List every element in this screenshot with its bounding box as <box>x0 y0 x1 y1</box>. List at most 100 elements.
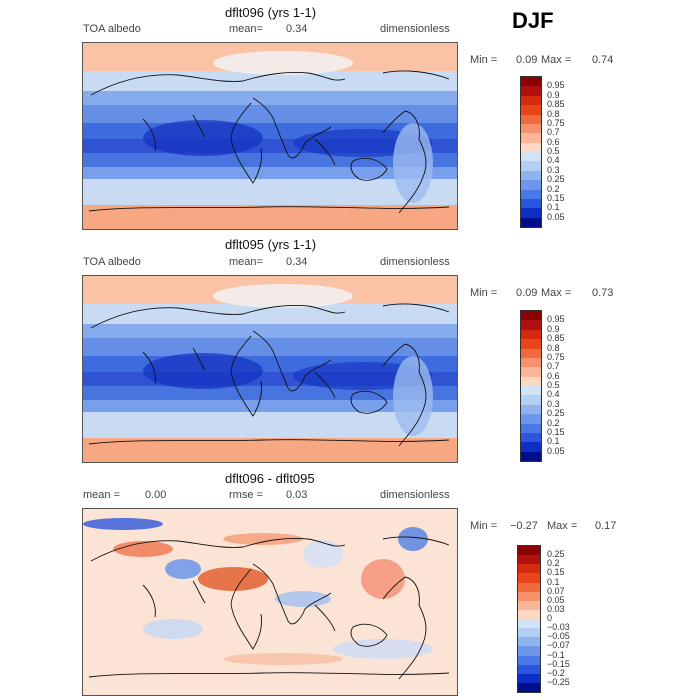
panel-2-max-label: Max = <box>541 287 572 299</box>
colorbar-tick-label: 0.1 <box>547 202 560 213</box>
colorbar-swatch <box>518 555 540 565</box>
panel-1-map <box>82 42 458 230</box>
panel-1-title: dflt096 (yrs 1-1) <box>225 5 317 20</box>
colorbar-tick-label: 0.15 <box>547 567 565 578</box>
colorbar-swatch <box>521 170 541 181</box>
panel-1-colorbar <box>520 76 542 228</box>
colorbar-swatch <box>518 573 540 583</box>
colorbar-tick-label: 0.85 <box>547 333 565 344</box>
colorbar-tick-label: −0.1 <box>547 649 565 660</box>
colorbar-tick-label: 0.2 <box>547 417 560 428</box>
colorbar-swatch <box>518 646 540 656</box>
panel-2-albedo-field <box>83 276 457 462</box>
colorbar-swatch <box>518 600 540 610</box>
colorbar-tick-label: 0.05 <box>547 211 565 222</box>
colorbar-swatch <box>521 367 541 377</box>
colorbar-swatch <box>521 423 541 433</box>
colorbar-swatch <box>521 357 541 368</box>
colorbar-tick-label: 0.25 <box>547 549 565 560</box>
panel-1-albedo-field <box>83 43 457 229</box>
colorbar-tick-label: 0.85 <box>547 99 565 110</box>
colorbar-swatch <box>518 664 540 674</box>
panel-2-min-value: 0.09 <box>516 287 538 299</box>
colorbar-tick-label: 0.1 <box>547 436 560 447</box>
panel-3-mean-value: 0.00 <box>145 489 167 501</box>
colorbar-swatch <box>521 86 541 96</box>
season-label: DJF <box>512 8 554 33</box>
colorbar-tick-label: 0.07 <box>547 585 565 596</box>
panel-2-units-label: dimensionless <box>380 256 450 268</box>
colorbar-swatch <box>518 628 540 638</box>
panel-3-max-label: Max = <box>547 520 578 532</box>
colorbar-tick-label: 0.15 <box>547 192 565 203</box>
colorbar-swatch <box>518 609 540 619</box>
colorbar-swatch <box>521 77 541 87</box>
colorbar-tick-label: −0.05 <box>547 631 570 642</box>
colorbar-tick-label: 0.75 <box>547 351 565 362</box>
panel-2-title: dflt095 (yrs 1-1) <box>225 237 317 252</box>
colorbar-tick-label: 0.3 <box>547 398 560 409</box>
colorbar-tick-label: 0.8 <box>547 342 560 353</box>
panel-3-rmse-label: rmse = <box>229 489 263 501</box>
colorbar-tick-label: 0.2 <box>547 558 560 569</box>
colorbar-tick-label: 0.4 <box>547 389 560 400</box>
panel-3-mean-label: mean = <box>83 489 120 501</box>
colorbar-swatch <box>521 133 541 143</box>
panel-1-max-label: Max = <box>541 54 572 66</box>
colorbar-swatch <box>521 114 541 124</box>
colorbar-tick-label: 0.8 <box>547 108 560 119</box>
panel-2-min-label: Min = <box>470 287 498 299</box>
colorbar-swatch <box>521 95 541 106</box>
colorbar-swatch <box>521 376 541 386</box>
colorbar-tick-label: 0.2 <box>547 183 560 194</box>
colorbar-swatch <box>518 582 540 592</box>
colorbar-swatch <box>521 198 541 209</box>
colorbar-tick-label: −0.15 <box>547 658 570 669</box>
colorbar-swatch <box>521 404 541 415</box>
panel-3-difference-field <box>83 509 457 695</box>
panel-2-colorbar <box>520 310 542 462</box>
panel-1-min-value: 0.09 <box>516 54 538 66</box>
panel-3-units-label: dimensionless <box>380 489 450 501</box>
colorbar-tick-label: 0.5 <box>547 380 560 390</box>
panel-3-min-label: Min = <box>470 520 498 532</box>
colorbar-swatch <box>521 386 541 396</box>
colorbar-swatch <box>521 189 541 199</box>
colorbar-swatch <box>518 673 540 683</box>
colorbar-tick-label: 0.4 <box>547 155 560 166</box>
colorbar-swatch <box>518 655 540 665</box>
colorbar-swatch <box>521 161 541 171</box>
colorbar-tick-label: 0.25 <box>547 174 565 185</box>
panel-2-mean-label: mean= <box>229 256 263 268</box>
colorbar-swatch <box>518 591 540 601</box>
colorbar-swatch <box>518 619 540 629</box>
colorbar-tick-label: 0.6 <box>547 370 560 381</box>
panel-3-max-value: 0.17 <box>595 520 617 532</box>
colorbar-tick-label: 0.7 <box>547 361 560 372</box>
colorbar-tick-label: 0.25 <box>547 408 565 419</box>
colorbar-swatch <box>518 637 540 647</box>
colorbar-tick-label: −0.25 <box>547 676 570 687</box>
colorbar-swatch <box>521 339 541 349</box>
colorbar-tick-label: 0.15 <box>547 426 565 437</box>
panel-3-title: dflt096 - dflt095 <box>225 471 315 486</box>
colorbar-swatch <box>518 564 540 574</box>
colorbar-swatch <box>521 348 541 358</box>
panel-1-mean-label: mean= <box>229 23 263 35</box>
colorbar-tick-label: 0.5 <box>547 146 560 156</box>
colorbar-tick-label: 0.3 <box>547 164 560 175</box>
panel-2-map <box>82 275 458 463</box>
colorbar-swatch <box>521 180 541 190</box>
colorbar-swatch <box>521 320 541 330</box>
colorbar-swatch <box>521 217 541 227</box>
colorbar-tick-label: 0.75 <box>547 117 565 128</box>
panel-1-units-label: dimensionless <box>380 23 450 35</box>
colorbar-swatch <box>521 152 541 162</box>
panel-3-rmse-value: 0.03 <box>286 489 308 501</box>
panel-3-map <box>82 508 458 696</box>
colorbar-tick-label: −0.07 <box>547 640 570 651</box>
panel-2-max-value: 0.73 <box>592 287 614 299</box>
panel-3-min-value: −0.27 <box>510 520 538 532</box>
colorbar-swatch <box>518 546 540 556</box>
colorbar-tick-label: 0.05 <box>547 445 565 456</box>
